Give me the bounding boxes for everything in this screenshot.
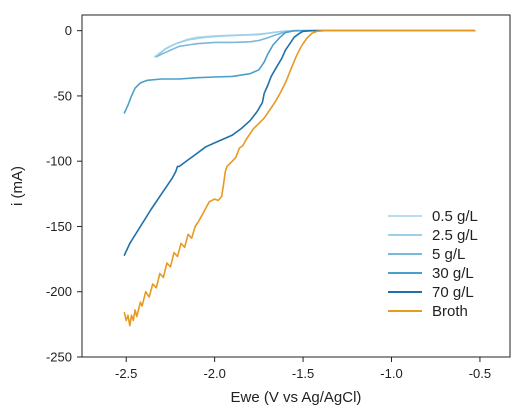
tick-layer: -2.5 -2.0 -1.5 -1.0 -0.5 0 -50 -100 -150 -200 -250 <box>46 23 491 381</box>
series-line-70-g-l <box>123 29 476 256</box>
y-tick-label: -50 <box>53 88 72 103</box>
legend: 0.5 g/L 2.5 g/L 5 g/L 30 g/L 70 g/L Broth <box>388 208 478 320</box>
series-line-30-g-l <box>123 29 476 114</box>
x-tick-label: -0.5 <box>469 366 491 381</box>
series-layer <box>123 29 476 327</box>
plot-frame <box>81 14 511 358</box>
legend-label: 0.5 g/L <box>432 208 478 225</box>
x-tick-label: -2.5 <box>115 366 137 381</box>
y-tick-label: -200 <box>46 284 72 299</box>
series-line-5-g-l <box>155 29 476 58</box>
y-tick-label: -150 <box>46 219 72 234</box>
y-tick-label: -100 <box>46 154 72 169</box>
legend-label: 30 g/L <box>432 265 474 282</box>
series-line-broth <box>123 29 476 327</box>
legend-label: Broth <box>432 303 468 320</box>
legend-label: 70 g/L <box>432 284 474 301</box>
y-tick-label: -250 <box>46 350 72 365</box>
x-axis-title: Ewe (V vs Ag/AgCl) <box>231 389 362 406</box>
x-tick-label: -1.5 <box>292 366 314 381</box>
y-tick-label: 0 <box>65 23 72 38</box>
legend-label: 2.5 g/L <box>432 227 478 244</box>
legend-label: 5 g/L <box>432 246 465 263</box>
x-tick-label: -2.0 <box>203 366 225 381</box>
x-tick-label: -1.0 <box>380 366 402 381</box>
y-axis-title: i (mA) <box>9 166 26 206</box>
